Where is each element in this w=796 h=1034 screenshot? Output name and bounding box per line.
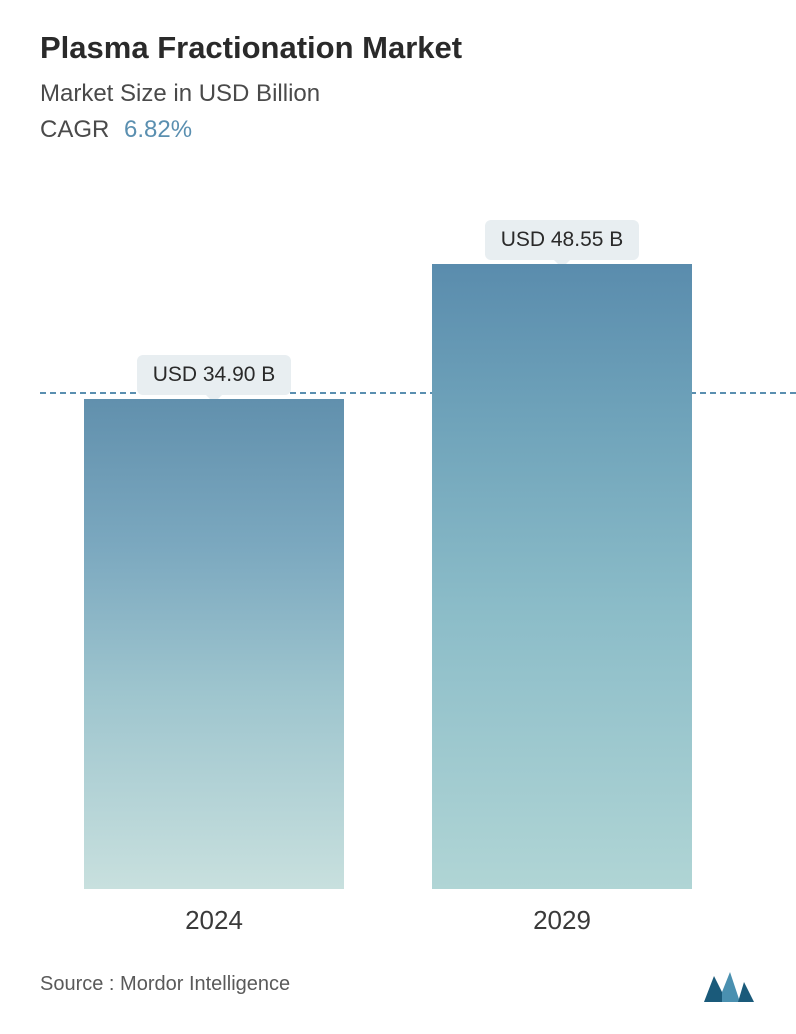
cagr-row: CAGR 6.82% — [40, 116, 766, 144]
footer: Source : Mordor Intelligence — [40, 936, 766, 1014]
cagr-label: CAGR — [40, 116, 109, 143]
cagr-value: 6.82% — [124, 116, 192, 143]
chart-subtitle: Market Size in USD Billion — [40, 80, 766, 108]
year-label-1: 2029 — [533, 905, 591, 936]
logo-icon — [702, 964, 756, 1004]
source-text: Source : Mordor Intelligence — [40, 973, 290, 996]
bar-0 — [84, 399, 344, 889]
chart-area: USD 34.90 B 2024 USD 48.55 B 2029 — [40, 194, 766, 936]
chart-title: Plasma Fractionation Market — [40, 30, 766, 66]
bar-group-0: USD 34.90 B 2024 — [84, 355, 344, 936]
bar-group-1: USD 48.55 B 2029 — [432, 220, 692, 936]
value-label-0: USD 34.90 B — [137, 355, 292, 395]
bar-1 — [432, 264, 692, 889]
value-label-1: USD 48.55 B — [485, 220, 640, 260]
year-label-0: 2024 — [185, 905, 243, 936]
